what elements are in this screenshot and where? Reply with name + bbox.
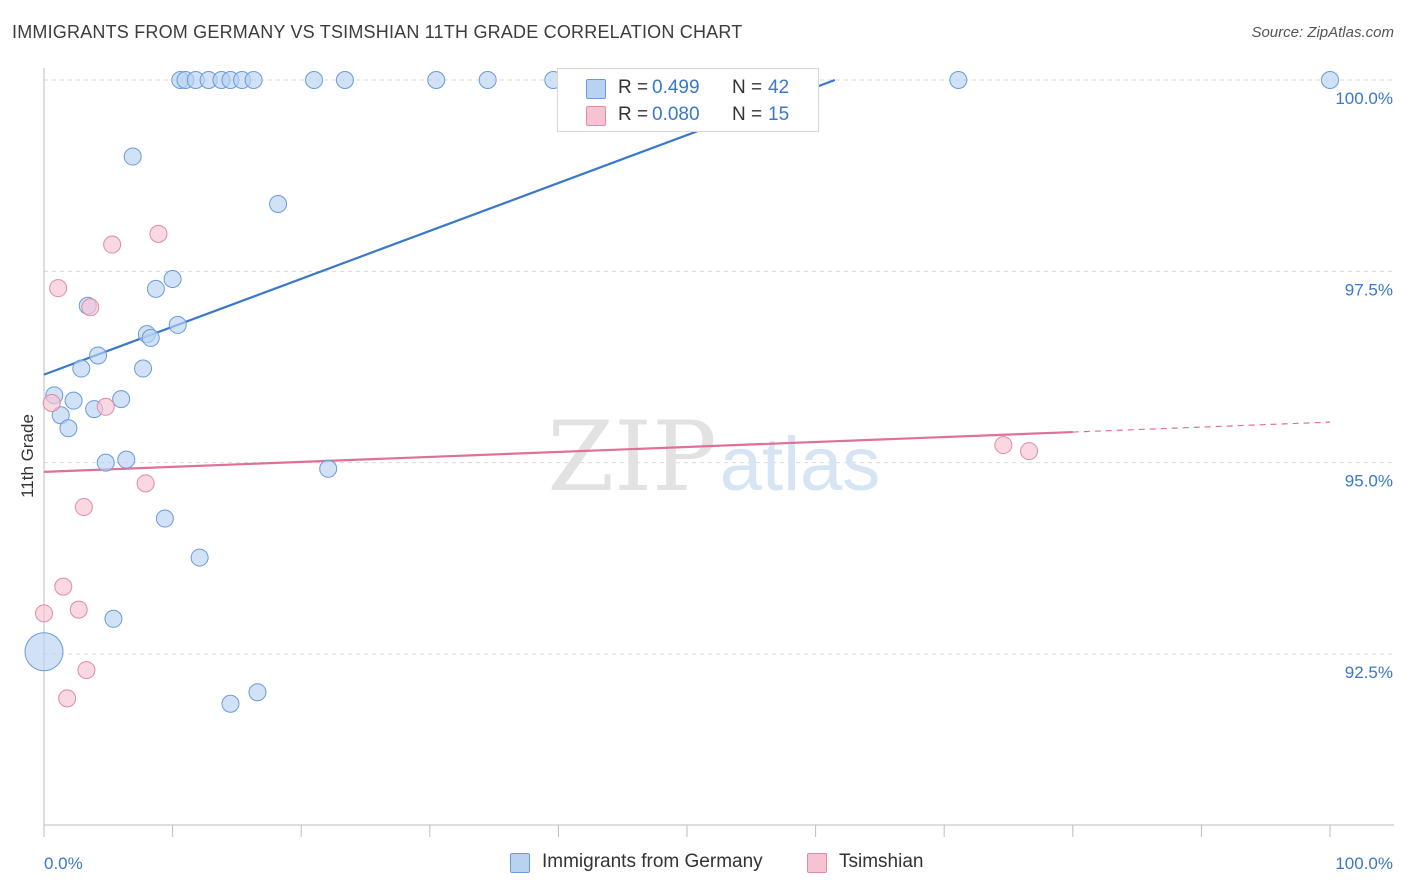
data-point-germany bbox=[168, 315, 187, 334]
legend-swatch-blue bbox=[510, 853, 530, 873]
trendline-tsimshian-extension bbox=[1072, 421, 1331, 433]
legend-r-value: 0.499 bbox=[652, 77, 700, 98]
correlation-legend: R = 0.499 N = 42 R = 0.080 N = 15 bbox=[557, 68, 819, 132]
data-point-tsimshian bbox=[103, 235, 122, 254]
data-point-tsimshian bbox=[81, 298, 100, 317]
data-point-germany bbox=[190, 548, 209, 567]
data-point-tsimshian bbox=[149, 224, 168, 243]
series-legend: Immigrants from Germany Tsimshian bbox=[0, 851, 1406, 877]
legend-swatch-pink bbox=[586, 106, 606, 126]
x-tick-label: 0.0% bbox=[44, 854, 83, 873]
watermark: ZIP atlas bbox=[547, 401, 880, 513]
data-point-germany bbox=[478, 71, 497, 89]
watermark-atlas: atlas bbox=[720, 422, 881, 507]
data-point-tsimshian bbox=[69, 600, 88, 619]
data-point-germany bbox=[24, 632, 64, 672]
data-point-germany bbox=[96, 453, 115, 472]
data-point-germany bbox=[1321, 71, 1339, 89]
trendline-tsimshian bbox=[43, 430, 1073, 473]
legend-n-label: N = bbox=[732, 77, 763, 98]
data-point-germany bbox=[146, 279, 165, 298]
data-point-germany bbox=[269, 194, 288, 213]
axes bbox=[43, 68, 1394, 837]
data-point-tsimshian bbox=[35, 604, 53, 623]
data-point-germany bbox=[949, 71, 968, 89]
y-tick-label: 95.0% bbox=[1345, 472, 1393, 491]
y-tick-label: 97.5% bbox=[1345, 280, 1393, 299]
data-point-germany bbox=[104, 609, 123, 628]
data-point-germany bbox=[134, 359, 153, 378]
data-point-tsimshian bbox=[74, 498, 93, 517]
data-point-tsimshian bbox=[994, 436, 1013, 455]
data-point-germany bbox=[141, 328, 160, 347]
y-tick-label: 100.0% bbox=[1335, 89, 1393, 108]
data-point-tsimshian bbox=[1020, 442, 1039, 461]
data-point-germany bbox=[117, 450, 136, 469]
legend-swatch-blue bbox=[586, 79, 606, 99]
data-point-germany bbox=[163, 269, 182, 288]
data-point-germany bbox=[59, 419, 78, 438]
data-point-germany bbox=[89, 346, 108, 365]
data-points bbox=[24, 71, 1339, 713]
data-point-tsimshian bbox=[58, 689, 77, 708]
legend-label-germany: Immigrants from Germany bbox=[542, 851, 763, 872]
legend-label-tsimshian: Tsimshian bbox=[839, 851, 924, 872]
x-tick-label: 100.0% bbox=[1335, 854, 1393, 873]
data-point-germany bbox=[305, 71, 324, 89]
gridlines bbox=[44, 79, 1394, 655]
data-point-germany bbox=[427, 71, 446, 89]
legend-n-value: 15 bbox=[768, 104, 790, 125]
data-point-germany bbox=[221, 694, 240, 713]
source-label: Source: ZipAtlas.com bbox=[1251, 24, 1394, 41]
data-point-germany bbox=[64, 391, 83, 410]
legend-r-label: R = bbox=[618, 77, 649, 98]
data-point-tsimshian bbox=[136, 474, 155, 493]
data-point-tsimshian bbox=[54, 577, 73, 596]
legend-n-value: 42 bbox=[768, 77, 790, 98]
x-tick-labels: 0.0% 100.0% bbox=[44, 854, 1393, 873]
legend-r-value: 0.080 bbox=[652, 104, 700, 125]
data-point-germany bbox=[319, 459, 338, 478]
data-point-germany bbox=[244, 71, 263, 89]
data-point-germany bbox=[335, 71, 354, 89]
data-point-germany bbox=[112, 390, 131, 409]
data-point-tsimshian bbox=[96, 397, 115, 416]
data-point-germany bbox=[155, 509, 174, 528]
legend-n-label: N = bbox=[732, 104, 763, 125]
data-point-germany bbox=[123, 147, 142, 166]
data-point-tsimshian bbox=[49, 279, 68, 298]
chart-title: IMMIGRANTS FROM GERMANY VS TSIMSHIAN 11T… bbox=[12, 22, 743, 42]
data-point-germany bbox=[248, 683, 267, 702]
watermark-zip: ZIP bbox=[547, 401, 716, 513]
data-point-tsimshian bbox=[42, 393, 61, 412]
data-point-germany bbox=[72, 359, 91, 378]
data-point-tsimshian bbox=[77, 661, 96, 680]
y-tick-labels: 100.0% 97.5% 95.0% 92.5% bbox=[1335, 89, 1393, 682]
legend-r-label: R = bbox=[618, 104, 649, 125]
legend-swatch-pink bbox=[807, 853, 827, 873]
y-tick-label: 92.5% bbox=[1345, 663, 1393, 682]
y-axis-label: 11th Grade bbox=[18, 414, 37, 498]
